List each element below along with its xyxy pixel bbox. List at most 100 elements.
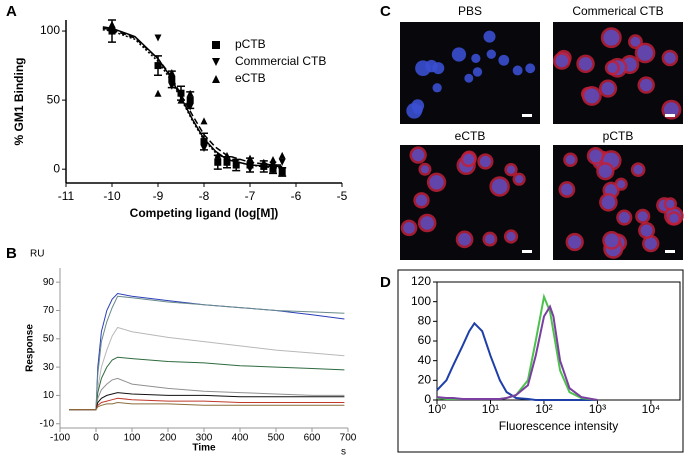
series-line — [69, 392, 345, 411]
data-point — [200, 144, 208, 152]
cell-nucleus — [604, 233, 619, 248]
cell-nucleus — [498, 54, 510, 66]
x-tick-label: 10³ — [589, 402, 606, 416]
data-point — [278, 158, 286, 166]
image-title: eCTB — [455, 129, 486, 143]
y-tick-label: 10 — [43, 390, 55, 401]
x-axis-label: Competing ligand (log[M]) — [130, 206, 279, 220]
x-tick-label: -100 — [50, 433, 70, 444]
data-point — [278, 168, 286, 176]
y-axis-label: % GM1 Binding — [12, 58, 26, 146]
x-tick-label: -9 — [153, 189, 164, 203]
legend-marker — [212, 41, 220, 49]
cell-nucleus — [512, 65, 523, 76]
panel-label: C — [380, 3, 391, 20]
series-line — [69, 292, 345, 411]
x-tick-label: -10 — [103, 189, 121, 203]
cell-nucleus — [411, 148, 425, 162]
cell-nucleus — [515, 175, 524, 184]
x-tick-label: 0 — [93, 433, 99, 444]
y-axis-label: Response — [25, 324, 36, 372]
plot-frame — [436, 281, 681, 401]
cell-nucleus — [506, 231, 516, 242]
cell-nucleus — [479, 155, 491, 168]
scale-bar — [522, 114, 532, 117]
cell-nucleus — [463, 153, 474, 165]
legend-label: pCTB — [235, 37, 266, 51]
cell-nucleus — [637, 45, 653, 61]
data-point — [186, 89, 194, 97]
cell-nucleus — [584, 88, 600, 104]
cell-nucleus — [598, 164, 612, 178]
data-point — [246, 154, 254, 162]
cell-nucleus — [639, 78, 653, 92]
series-line — [69, 401, 345, 411]
legend-label: eCTB — [235, 71, 266, 85]
image-title: Commerical CTB — [572, 4, 663, 18]
data-point — [246, 165, 254, 173]
y-tick-label: 90 — [43, 277, 55, 288]
data-point — [232, 158, 240, 166]
series-line — [436, 304, 598, 401]
legend-marker — [212, 58, 220, 66]
cell-nucleus — [630, 36, 641, 47]
data-point — [223, 158, 231, 166]
cell-nucleus — [432, 83, 442, 93]
y-unit: RU — [30, 249, 44, 260]
cell-nucleus — [484, 234, 495, 245]
cell-nucleus — [491, 178, 508, 195]
x-axis-label: Time — [192, 443, 216, 454]
data-point — [177, 92, 185, 100]
data-point — [154, 62, 162, 70]
scale-bar — [522, 250, 532, 253]
y-tick-label: 0 — [53, 161, 60, 175]
x-tick-label: 500 — [268, 433, 285, 444]
x-tick-label: 10¹ — [482, 402, 499, 416]
x-tick-label: 400 — [232, 433, 249, 444]
y-tick-label: 100 — [411, 294, 431, 308]
cell-nucleus — [640, 224, 653, 237]
x-axis-label: Fluorescence intensity — [499, 419, 618, 433]
x-tick-label: 100 — [124, 433, 141, 444]
cell-nucleus — [420, 165, 429, 174]
x-tick-label: 700 — [340, 433, 357, 444]
x-tick-label: 200 — [160, 433, 177, 444]
data-point — [154, 89, 162, 97]
cell-nucleus — [483, 30, 496, 43]
x-tick-label: 600 — [304, 433, 321, 444]
legend-marker — [212, 75, 220, 83]
y-tick-label: 20 — [418, 373, 432, 387]
data-point — [223, 151, 231, 159]
data-point — [108, 27, 116, 35]
cell-nucleus — [525, 63, 536, 74]
scale-bar — [665, 114, 675, 117]
x-tick-label: -6 — [291, 189, 302, 203]
data-point — [168, 82, 176, 90]
data-point — [269, 156, 277, 164]
y-tick-label: 60 — [418, 333, 432, 347]
x-tick-label: 300 — [196, 433, 213, 444]
panel-label: B — [6, 245, 17, 262]
panel-label: A — [6, 3, 17, 20]
y-tick-label: 80 — [418, 314, 432, 328]
data-point — [168, 75, 176, 83]
series-line — [69, 397, 345, 411]
cell-nucleus — [486, 49, 496, 59]
y-tick-label: 0 — [424, 392, 431, 406]
cell-nucleus — [555, 54, 569, 68]
image-title: pCTB — [603, 129, 634, 143]
cell-nucleus — [663, 102, 679, 118]
cell-nucleus — [578, 57, 593, 71]
cell-nucleus — [471, 53, 481, 64]
data-point — [214, 151, 222, 159]
cell-nucleus — [601, 195, 616, 210]
cell-nucleus — [415, 194, 428, 206]
y-tick-label: 100 — [40, 23, 60, 37]
data-point — [154, 34, 162, 42]
x-tick-label: 10⁴ — [642, 402, 661, 416]
x-tick-label: -5 — [337, 189, 348, 203]
panel-frame — [397, 269, 684, 453]
cell-nucleus — [506, 165, 516, 174]
y-tick-label: 40 — [418, 353, 432, 367]
